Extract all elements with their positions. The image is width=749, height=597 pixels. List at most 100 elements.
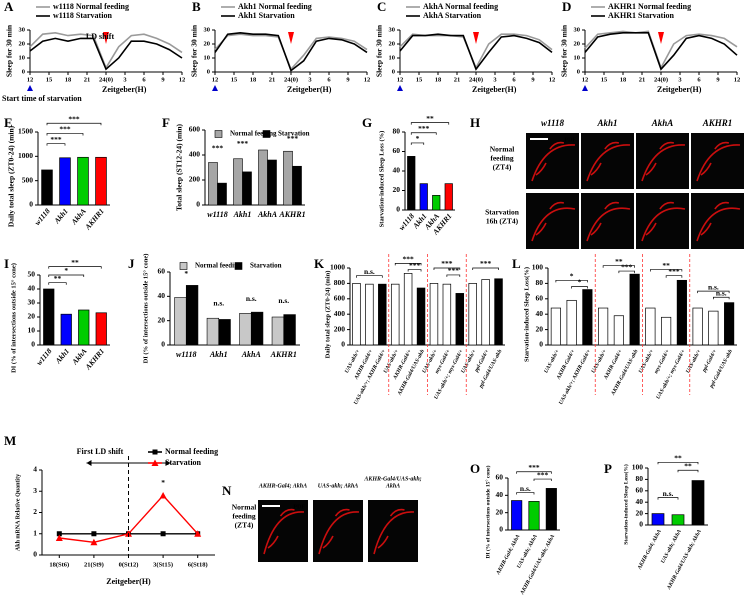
significance-label: ** [684,461,692,470]
significance-label: ** [426,114,434,123]
panel-label: O [470,461,480,476]
significance-label: *** [403,255,415,264]
significance-label: n.s. [708,282,719,291]
x-tick-label: 6 [142,76,146,83]
y-tick-label: 1000 [330,263,345,272]
significance-label: *** [480,259,492,268]
y-tick-label: 1500 [18,127,33,136]
series-line [29,37,183,71]
x-axis-label: Zeitgeber(H) [102,85,147,94]
micrograph [636,193,689,249]
y-tick-label: 20 [636,508,644,517]
significance-bracket [602,265,635,268]
stain-label: PDF [564,137,576,143]
y-tick-label: 100 [532,263,544,272]
bar [494,278,503,346]
significance-bracket [48,282,67,285]
bar [455,293,465,346]
bar [352,283,361,346]
micrograph [313,500,363,562]
significance-bracket [713,296,730,300]
bar [95,312,107,346]
y-axis-label: Sleep for 30 min [190,24,199,77]
bar [218,319,231,346]
neuron-projection [263,508,305,555]
micrograph [636,133,689,189]
significance-label: ** [71,258,79,267]
significance-label: *** [237,139,249,148]
bar [429,283,439,346]
bar [292,165,302,206]
x-axis-label: Zeitgeber(H) [287,85,332,94]
series-line [399,33,553,71]
legend-label: Starvation [278,130,310,138]
bar [442,283,452,346]
bar [403,273,413,346]
bar [416,287,426,346]
significance-label: *** [537,470,549,479]
significance-bracket [516,471,552,474]
bar [432,195,441,211]
y-axis-label: Akh mRNA Relative Quantity [15,474,21,551]
panel-label: A [4,0,14,14]
panel-label: I [4,256,9,271]
x-tick-label: 0(St12) [119,561,139,568]
legend-label: Normal feeding [195,262,242,270]
y-tick-label: 600 [189,125,201,134]
panel-label: P [604,461,612,476]
y-tick-label: 10 [389,54,396,61]
bar [528,501,540,531]
significance-bracket [677,469,699,473]
y-tick-label: 3 [33,486,37,495]
y-axis-label: DI (% of intersections outside 15° cone) [142,254,149,364]
x-tick-label: AkhA [241,350,262,359]
x-tick-label: 24(0) [469,76,483,83]
y-tick-label: 60 [158,267,166,276]
y-tick-label: 30 [574,26,581,33]
x-tick-label: 21 [454,76,461,83]
bar [258,149,268,206]
bar [691,480,705,526]
significance-label: * [64,266,68,275]
neuron-projection [696,141,741,182]
row-label: Normal [490,145,515,154]
significance-label: *** [441,259,453,268]
legend-label: AKHR1 Starvation [608,11,675,20]
x-tick-label: 18 [65,76,72,83]
point [160,531,166,537]
neuron-projection [641,201,686,242]
x-tick-label: 12 [212,76,219,83]
neuron-projection [586,141,631,182]
significance-bracket [472,267,499,270]
row-label: feeding [232,512,256,521]
bar [77,156,89,206]
significance-bracket [407,269,422,272]
micrograph [691,193,744,249]
y-tick-label: 400 [189,150,201,159]
x-tick-label: 3 [493,76,497,83]
x-tick-label: 6(St18) [188,561,208,568]
panel-label: E [4,115,13,130]
x-tick-label: 3(St15) [153,561,173,568]
panel-label: L [512,256,521,271]
y-tick-label: 20 [536,324,544,333]
significance-label: ** [662,261,670,270]
x-tick-label: 15 [416,76,423,83]
micrograph [368,500,418,562]
significance-label: *** [68,114,80,123]
legend-label: w1118 Normal feeding [53,2,129,11]
bar [95,156,107,206]
series-line [584,31,738,71]
panel-label: G [362,115,372,130]
y-tick-label: 0 [207,68,210,75]
significance-label: *** [528,463,540,472]
y-tick-label: 0 [539,340,543,349]
significance-label: * [416,134,420,143]
micrograph [581,193,634,249]
x-tick-label: 6 [697,76,701,83]
y-tick-label: 20 [496,507,504,516]
y-tick-label: 10 [574,54,581,61]
y-tick-label: 1 [33,528,37,537]
significance-label: * [570,272,574,281]
